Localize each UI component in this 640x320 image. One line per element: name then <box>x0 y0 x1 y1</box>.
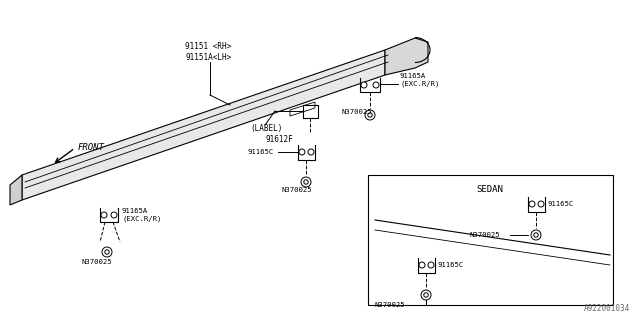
Circle shape <box>373 82 379 88</box>
Polygon shape <box>10 175 22 205</box>
Text: N370025: N370025 <box>282 187 312 193</box>
Circle shape <box>361 82 367 88</box>
Circle shape <box>368 113 372 117</box>
Bar <box>368 175 613 305</box>
Text: SEDAN: SEDAN <box>477 185 504 194</box>
Text: (LABEL): (LABEL) <box>250 124 282 132</box>
Circle shape <box>529 201 535 207</box>
Polygon shape <box>385 38 428 75</box>
Text: N370025: N370025 <box>342 109 372 115</box>
Text: 91151 <RH>
91151A<LH>: 91151 <RH> 91151A<LH> <box>185 42 231 62</box>
Circle shape <box>538 201 544 207</box>
Text: FRONT: FRONT <box>78 143 105 153</box>
Circle shape <box>105 250 109 254</box>
Polygon shape <box>290 102 315 116</box>
Circle shape <box>111 212 117 218</box>
Circle shape <box>101 212 107 218</box>
Text: N370025: N370025 <box>374 302 405 308</box>
Text: N370025: N370025 <box>470 232 500 238</box>
Text: 91165A
(EXC.R/R): 91165A (EXC.R/R) <box>400 73 440 87</box>
Circle shape <box>365 110 375 120</box>
Circle shape <box>299 149 305 155</box>
Text: 91165C: 91165C <box>548 201 574 207</box>
Text: 91165C: 91165C <box>438 262 464 268</box>
Text: 91165A
(EXC.R/R): 91165A (EXC.R/R) <box>122 208 161 222</box>
Circle shape <box>304 180 308 184</box>
Text: 91612F: 91612F <box>265 135 292 145</box>
Polygon shape <box>22 50 385 200</box>
Circle shape <box>428 262 434 268</box>
Circle shape <box>424 293 428 297</box>
Circle shape <box>419 262 425 268</box>
Circle shape <box>531 230 541 240</box>
Circle shape <box>301 177 311 187</box>
Text: 91165C: 91165C <box>248 149 275 155</box>
Circle shape <box>102 247 112 257</box>
Circle shape <box>534 233 538 237</box>
Text: A922001034: A922001034 <box>584 304 630 313</box>
Circle shape <box>308 149 314 155</box>
Text: N370025: N370025 <box>82 259 113 265</box>
Circle shape <box>421 290 431 300</box>
